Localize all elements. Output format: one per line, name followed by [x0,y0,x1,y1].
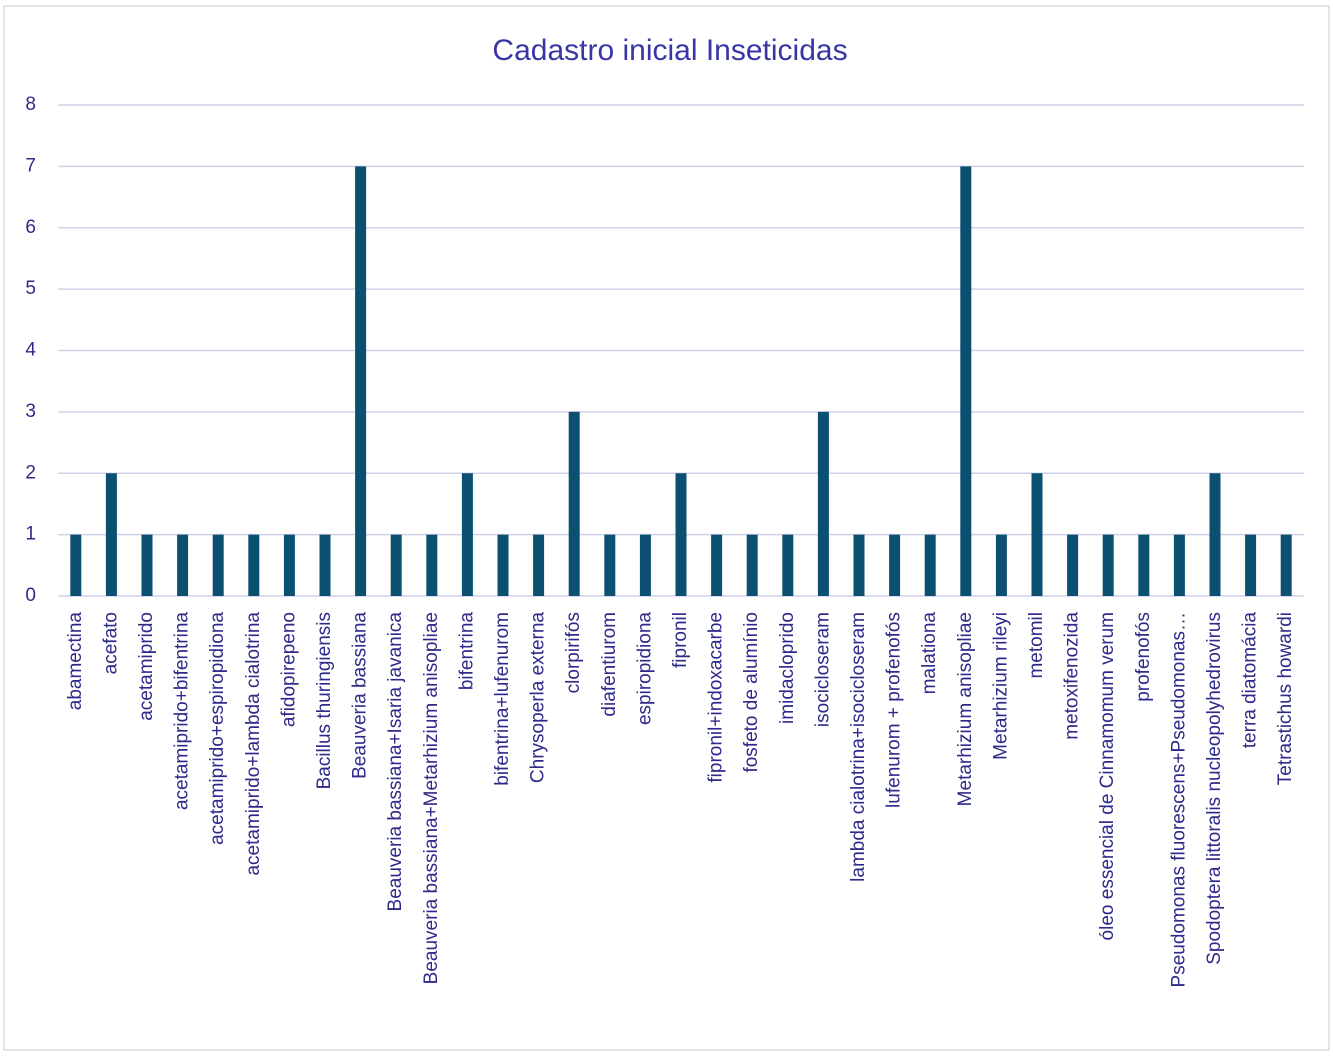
chart-border [3,5,1330,1051]
x-tick-label: isocicloseram [812,612,833,727]
bar [1031,473,1043,596]
x-tick-label: acetamiprido [136,612,157,721]
x-tick-label: clorpirifós [563,612,584,693]
x-tick-label: bifentrina+lufenurom [492,612,513,786]
bar [1209,473,1221,596]
y-tick-label: 8 [25,94,36,115]
bar [639,534,651,596]
bar [390,534,402,596]
bar [889,534,901,596]
y-tick-label: 2 [25,462,36,483]
x-tick-label: Tetrastichus howardi [1275,612,1296,785]
x-tick-label: óleo essencial de Cinnamomum verum [1097,612,1118,940]
x-tick-label: acetamiprido+espiropidiona [207,612,228,845]
bar [782,534,794,596]
x-tick-label: terra diatomácia [1240,612,1261,749]
y-tick-label: 3 [25,401,36,422]
bar [675,473,687,596]
y-tick-label: 4 [25,340,36,361]
bar [461,473,473,596]
x-tick-label: fipronil [670,612,691,668]
x-tick-label: afidopirepeno [278,612,299,727]
bar [1138,534,1150,596]
bar [497,534,509,596]
x-tick-label: abamectina [65,612,86,711]
bar [533,534,545,596]
bar [141,534,153,596]
bar [105,473,117,596]
x-tick-label: Beauveria bassiana+Isaria javanica [385,612,406,912]
x-tick-label: metomil [1026,612,1047,679]
x-tick-label: acefato [100,612,121,674]
x-tick-label: espiropidiona [634,612,655,725]
bar [283,534,295,596]
x-tick-label: lufenurom + profenofós [884,612,905,808]
x-tick-label: bifentrina [456,612,477,691]
x-tick-label: acetamiprido+bifentrina [172,612,193,810]
bar [212,534,224,596]
bar [924,534,936,596]
bar [1067,534,1079,596]
x-tick-label: metoxifenozida [1062,612,1083,740]
x-tick-label: diafentiurom [599,612,620,717]
y-tick-label: 5 [25,278,36,299]
bar [817,411,829,596]
bar [177,534,189,596]
x-tick-label: fipronil+indoxacarbe [706,612,727,783]
x-tick-label: profenofós [1133,612,1154,702]
bar [604,534,616,596]
bar [568,411,580,596]
bar [1102,534,1114,596]
bar [1245,534,1257,596]
bar [70,534,82,596]
bar [1173,534,1185,596]
x-tick-label: Metarhizium anisopliae [955,612,976,806]
bar [995,534,1007,596]
x-tick-label: malationa [919,612,940,695]
x-tick-label: Beauveria bassiana+Metarhizium anisoplia… [421,612,442,984]
bar [711,534,723,596]
bar [426,534,438,596]
bar [746,534,758,596]
x-tick-label: fosfeto de alumínio [741,612,762,773]
y-tick-label: 6 [25,217,36,238]
x-tick-label: Pseudomonas fluorescens+Pseudomonas… [1168,612,1189,987]
bar [1280,534,1292,596]
bar [355,166,367,596]
x-tick-label: Metarhizium rileyi [990,612,1011,760]
x-tick-label: acetamiprido+lambda cialotrina [243,612,264,876]
bar [960,166,972,596]
x-tick-label: Chrysoperla externa [528,612,549,784]
x-tick-label: Spodoptera littoralis nucleopolyhedrovir… [1204,612,1225,965]
x-tick-label: imidacloprido [777,612,798,724]
bar [319,534,331,596]
x-tick-label: lambda cialotrina+isocicloseram [848,612,869,882]
chart-title: Cadastro inicial Inseticidas [492,34,847,67]
y-tick-label: 7 [25,155,36,176]
y-tick-label: 0 [25,585,36,606]
bar [853,534,865,596]
y-tick-label: 1 [25,524,36,545]
bar [248,534,260,596]
x-tick-label: Beauveria bassiana [350,612,371,779]
x-tick-label: Bacillus thuringiensis [314,612,335,789]
